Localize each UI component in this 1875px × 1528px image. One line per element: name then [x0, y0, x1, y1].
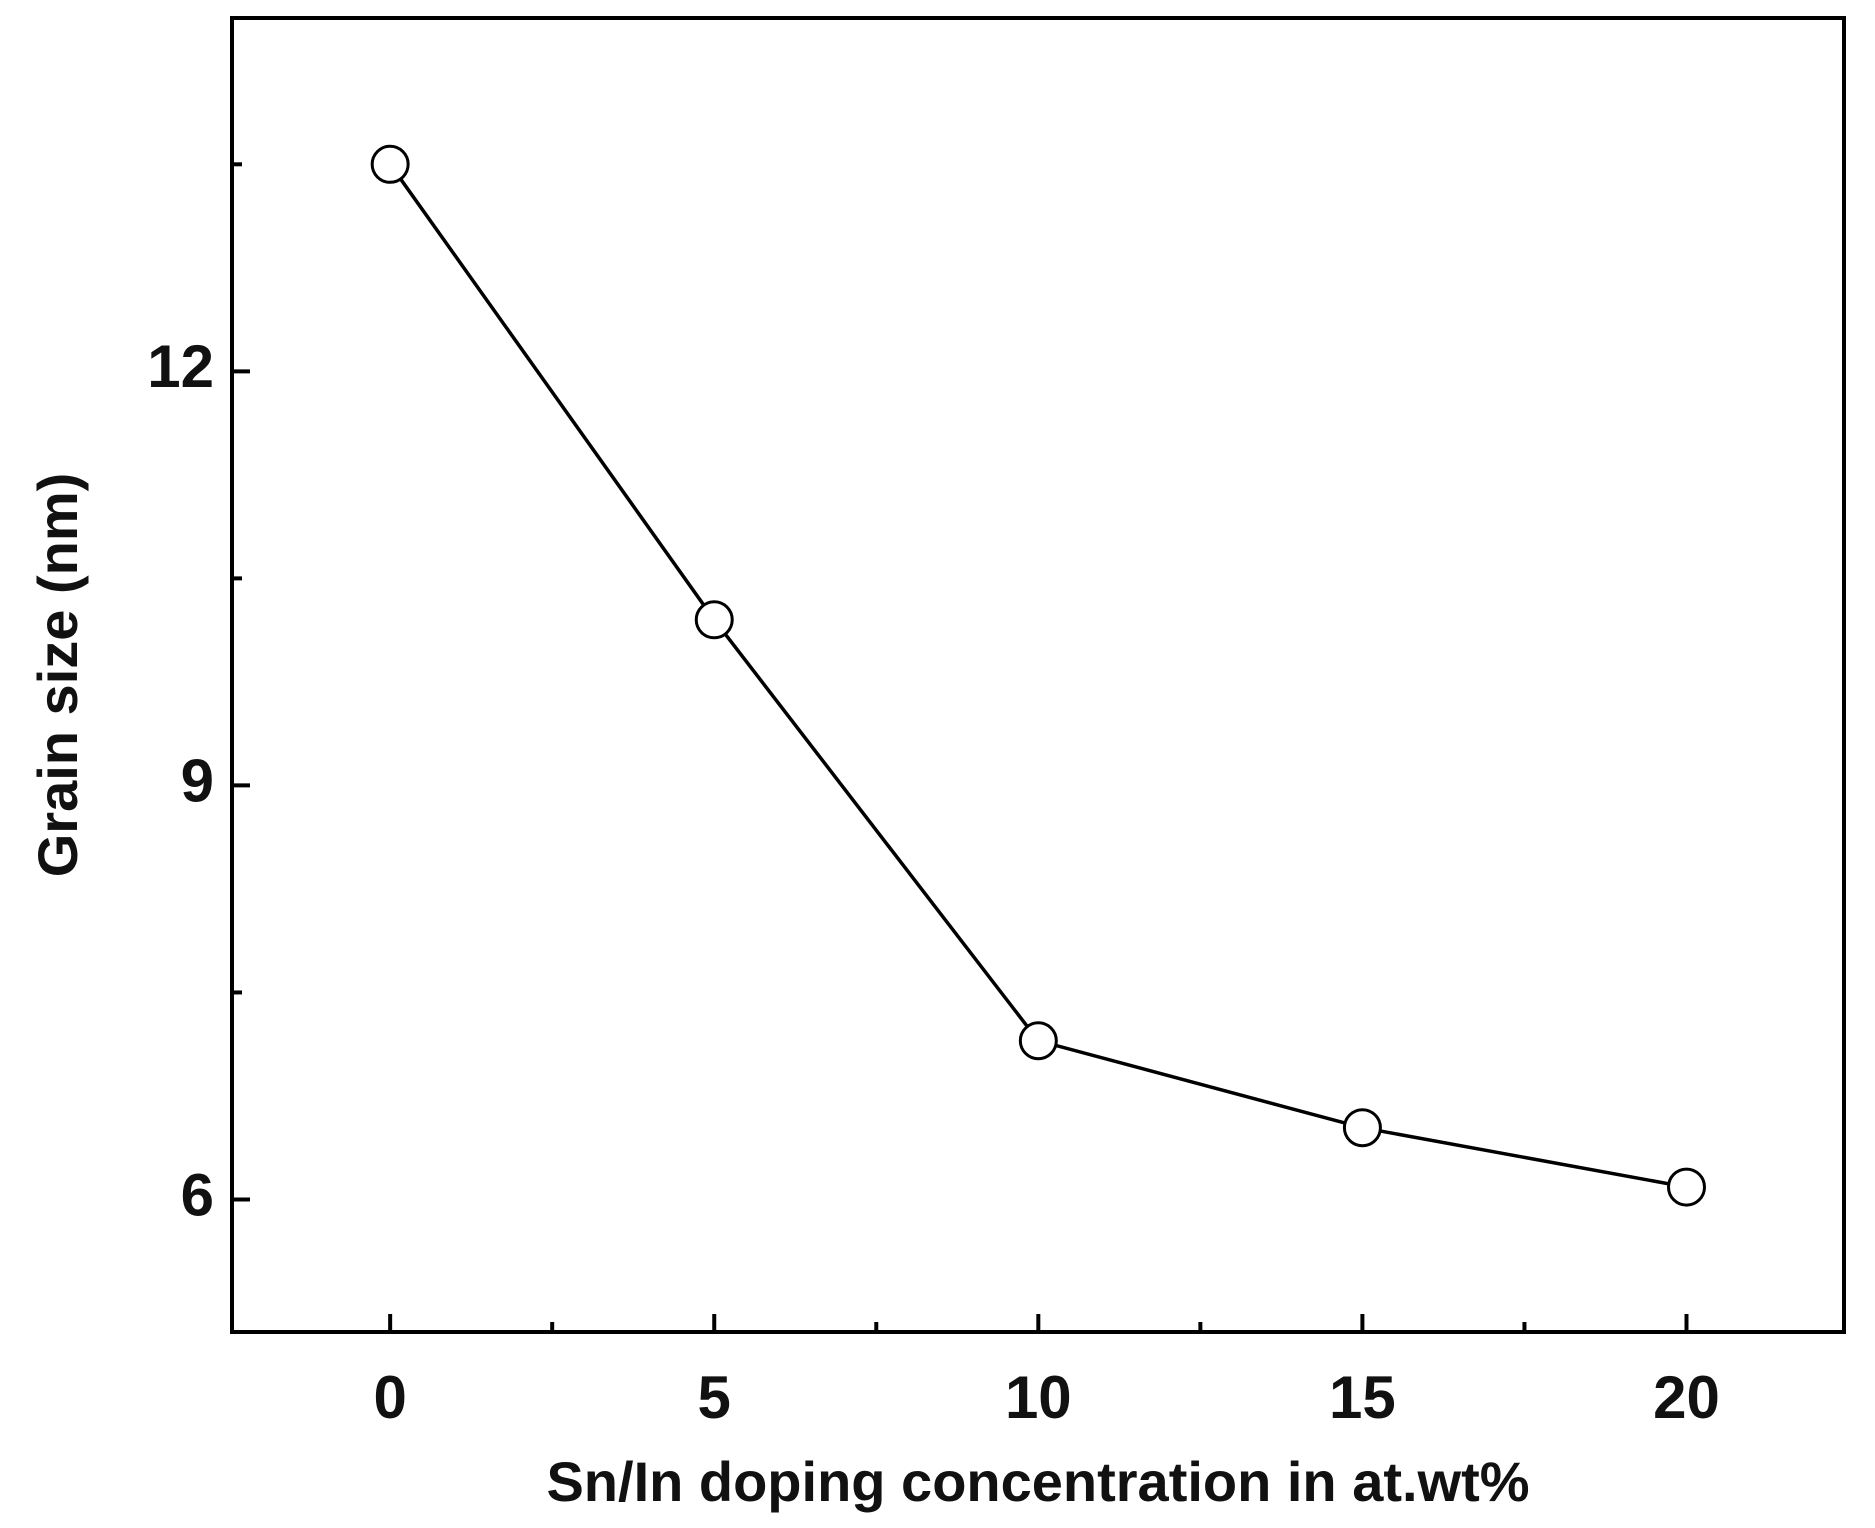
- data-point: [1342, 1108, 1382, 1148]
- x-tick-label: 20: [1653, 1364, 1720, 1431]
- x-tick-label: 15: [1329, 1364, 1396, 1431]
- data-point: [370, 144, 410, 184]
- x-axis-label: Sn/In doping concentration in at.wt%: [546, 1450, 1529, 1513]
- data-point: [694, 600, 734, 640]
- data-point: [1018, 1021, 1058, 1061]
- x-tick-label: 5: [698, 1364, 731, 1431]
- y-tick-label: 9: [181, 747, 214, 814]
- data-point: [1666, 1167, 1706, 1207]
- y-tick-label: 12: [147, 333, 214, 400]
- x-tick-label: 0: [373, 1364, 406, 1431]
- plot-frame: [230, 16, 1846, 1334]
- y-tick-label: 6: [181, 1161, 214, 1228]
- y-axis-label: Grain size (nm): [26, 473, 89, 878]
- x-tick-label: 10: [1005, 1364, 1072, 1431]
